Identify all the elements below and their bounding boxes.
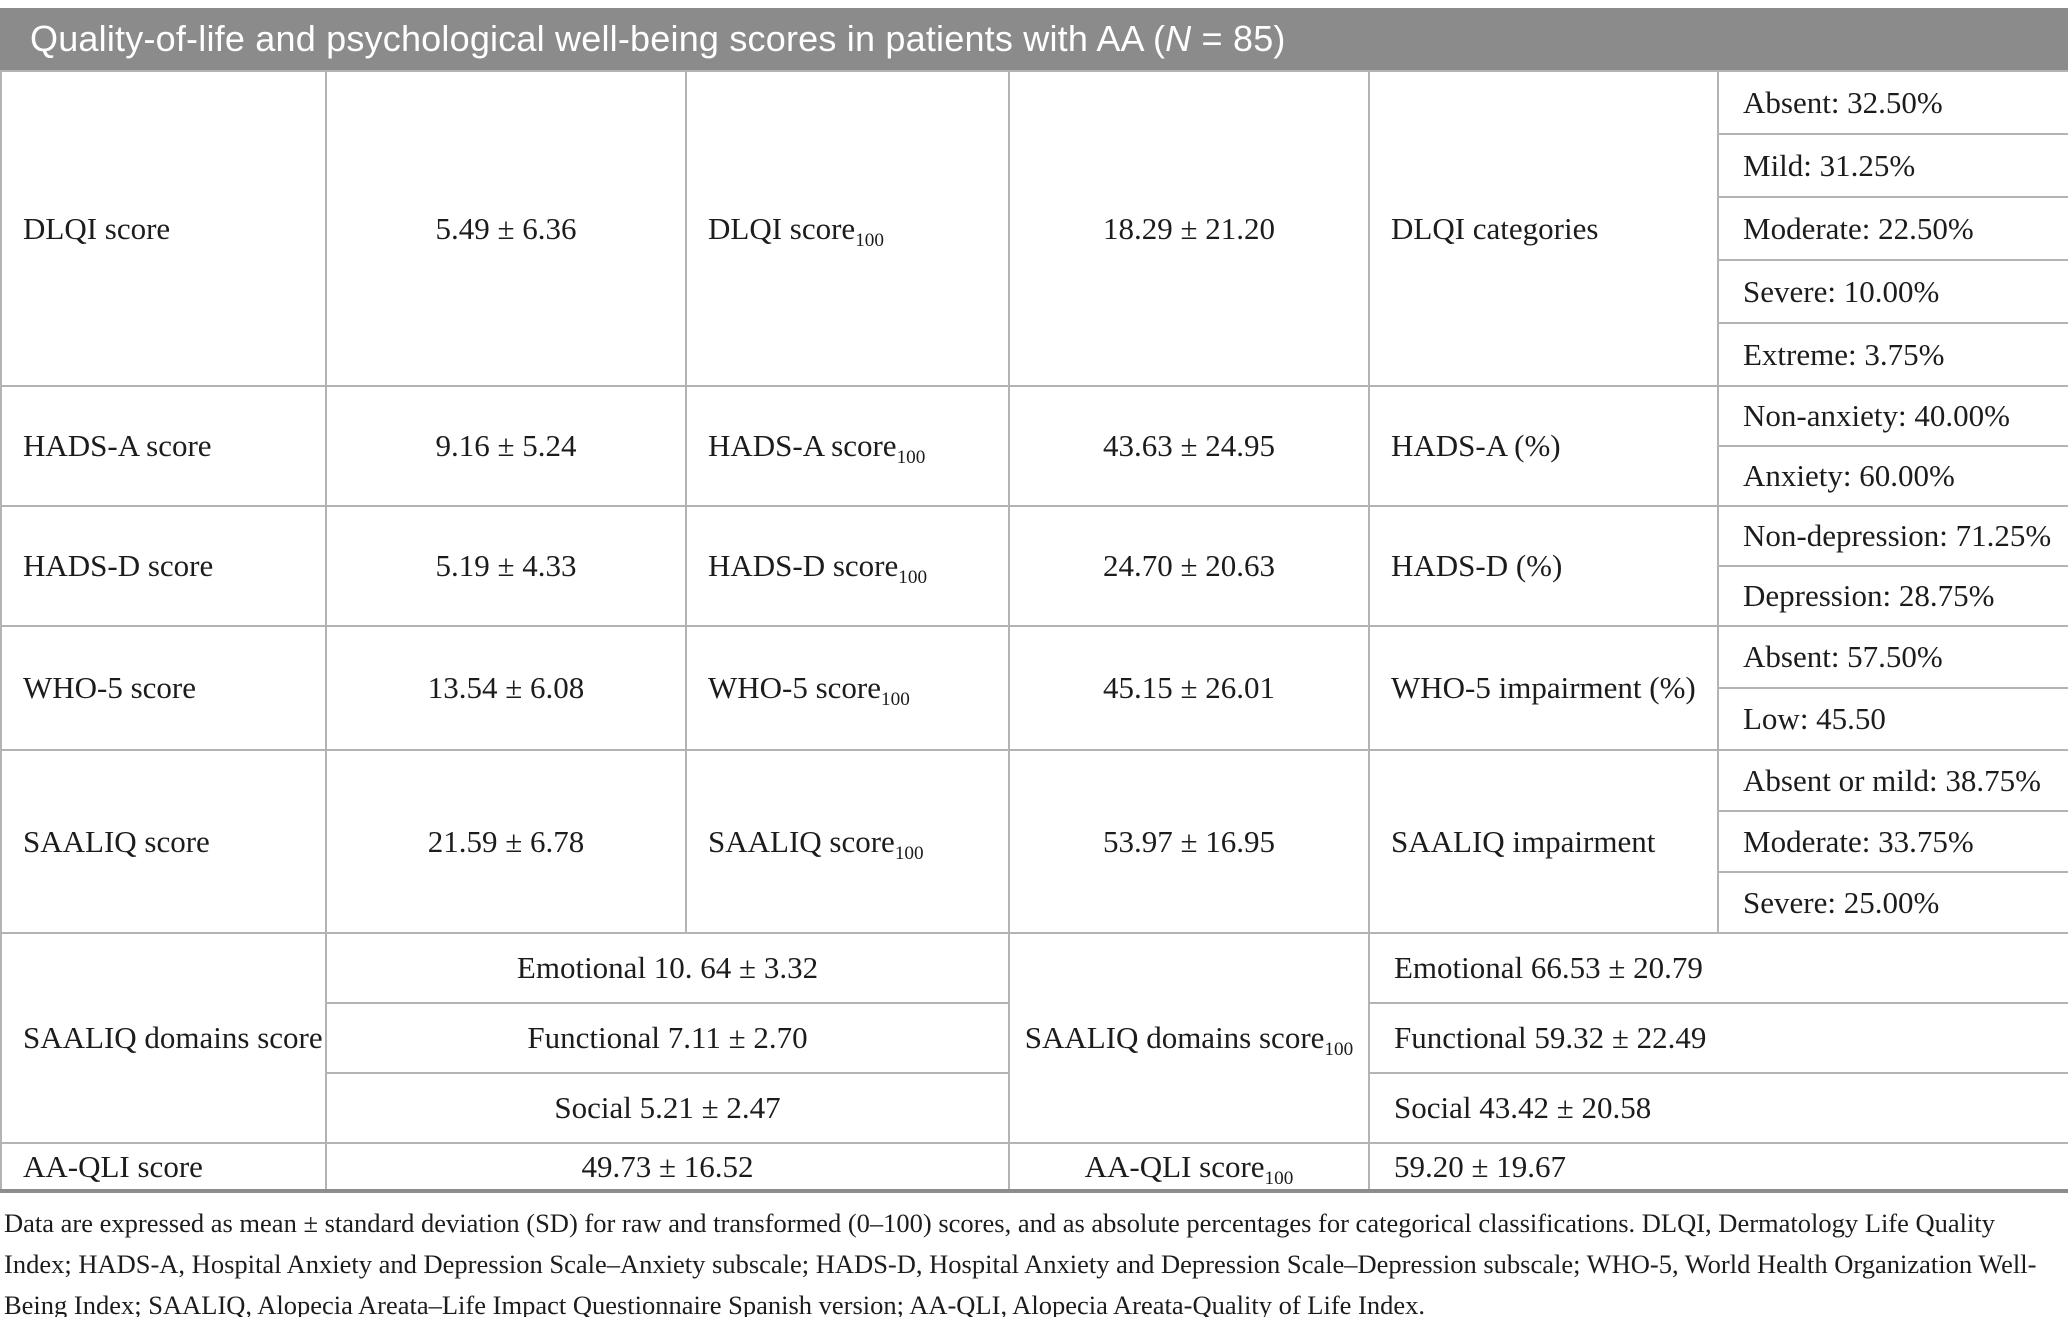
score-label-saaliq-domains: SAALIQ domains score	[0, 932, 327, 1144]
subscript-100: 100	[894, 842, 924, 864]
subscript-100: 100	[896, 447, 926, 469]
raw-score-who5: 13.54 ± 6.08	[325, 625, 687, 751]
qol-scores-table: DLQI score 5.49 ± 6.36 DLQI score100 18.…	[0, 70, 2068, 1193]
domain-raw-value: Emotional 10. 64 ± 3.32	[325, 932, 1010, 1004]
domain-transformed-value: Social 43.42 ± 20.58	[1368, 1072, 2068, 1144]
category-value: Absent: 32.50%	[1717, 70, 2068, 135]
transformed-score-dlqi: 18.29 ± 21.20	[1008, 70, 1370, 387]
category-value: Severe: 10.00%	[1717, 259, 2068, 324]
category-group-label-saaliq: SAALIQ impairment	[1368, 749, 1719, 934]
subscript-100: 100	[1324, 1039, 1354, 1061]
transformed-score-hads-a: 43.63 ± 24.95	[1008, 385, 1370, 507]
score-label-dlqi: DLQI score	[0, 70, 327, 387]
table-title: Quality-of-life and psychological well-b…	[30, 18, 1286, 59]
score100-label-saaliq-domains: SAALIQ domains score100	[1008, 932, 1370, 1144]
table-footnote: Data are expressed as mean ± standard de…	[4, 1208, 2037, 1317]
category-value: Moderate: 33.75%	[1717, 810, 2068, 873]
raw-score-dlqi: 5.49 ± 6.36	[325, 70, 687, 387]
score-label-hads-d: HADS-D score	[0, 505, 327, 627]
transformed-score-aaqli: 59.20 ± 19.67	[1368, 1142, 2068, 1192]
subscript-100: 100	[881, 689, 910, 711]
subscript-100: 100	[898, 567, 928, 589]
category-value: Severe: 25.00%	[1717, 871, 2068, 934]
category-group-label-who5: WHO-5 impairment (%)	[1368, 625, 1719, 751]
category-group-label-dlqi: DLQI categories	[1368, 70, 1719, 387]
category-value: Anxiety: 60.00%	[1717, 445, 2068, 507]
score100-label-aaqli: AA-QLI score100	[1008, 1142, 1370, 1192]
score100-label-who5: WHO-5 score100	[685, 625, 1010, 751]
table-title-bar: Quality-of-life and psychological well-b…	[0, 8, 2068, 70]
transformed-score-who5: 45.15 ± 26.01	[1008, 625, 1370, 751]
score100-label-hads-d: HADS-D score100	[685, 505, 1010, 627]
category-value: Absent or mild: 38.75%	[1717, 749, 2068, 812]
score-label-who5: WHO-5 score	[0, 625, 327, 751]
category-group-label-hads-d: HADS-D (%)	[1368, 505, 1719, 627]
category-value: Moderate: 22.50%	[1717, 196, 2068, 261]
category-value: Extreme: 3.75%	[1717, 322, 2068, 387]
category-value: Non-anxiety: 40.00%	[1717, 385, 2068, 447]
score100-label-dlqi: DLQI score100	[685, 70, 1010, 387]
score100-label-saaliq: SAALIQ score100	[685, 749, 1010, 934]
transformed-score-saaliq: 53.97 ± 16.95	[1008, 749, 1370, 934]
raw-score-hads-a: 9.16 ± 5.24	[325, 385, 687, 507]
raw-score-hads-d: 5.19 ± 4.33	[325, 505, 687, 627]
score100-label-hads-a: HADS-A score100	[685, 385, 1010, 507]
category-value: Depression: 28.75%	[1717, 565, 2068, 627]
category-value: Mild: 31.25%	[1717, 133, 2068, 198]
category-group-label-hads-a: HADS-A (%)	[1368, 385, 1719, 507]
raw-score-aaqli: 49.73 ± 16.52	[325, 1142, 1010, 1192]
subscript-100: 100	[855, 229, 885, 251]
subscript-100: 100	[1264, 1167, 1294, 1189]
score-label-saaliq: SAALIQ score	[0, 749, 327, 934]
score-label-aaqli: AA-QLI score	[0, 1142, 327, 1192]
domain-transformed-value: Functional 59.32 ± 22.49	[1368, 1002, 2068, 1074]
category-value: Absent: 57.50%	[1717, 625, 2068, 689]
score-label-hads-a: HADS-A score	[0, 385, 327, 507]
raw-score-saaliq: 21.59 ± 6.78	[325, 749, 687, 934]
domain-raw-value: Functional 7.11 ± 2.70	[325, 1002, 1010, 1074]
category-value: Non-depression: 71.25%	[1717, 505, 2068, 567]
domain-raw-value: Social 5.21 ± 2.47	[325, 1072, 1010, 1144]
domain-transformed-value: Emotional 66.53 ± 20.79	[1368, 932, 2068, 1004]
transformed-score-hads-d: 24.70 ± 20.63	[1008, 505, 1370, 627]
category-value: Low: 45.50	[1717, 687, 2068, 751]
